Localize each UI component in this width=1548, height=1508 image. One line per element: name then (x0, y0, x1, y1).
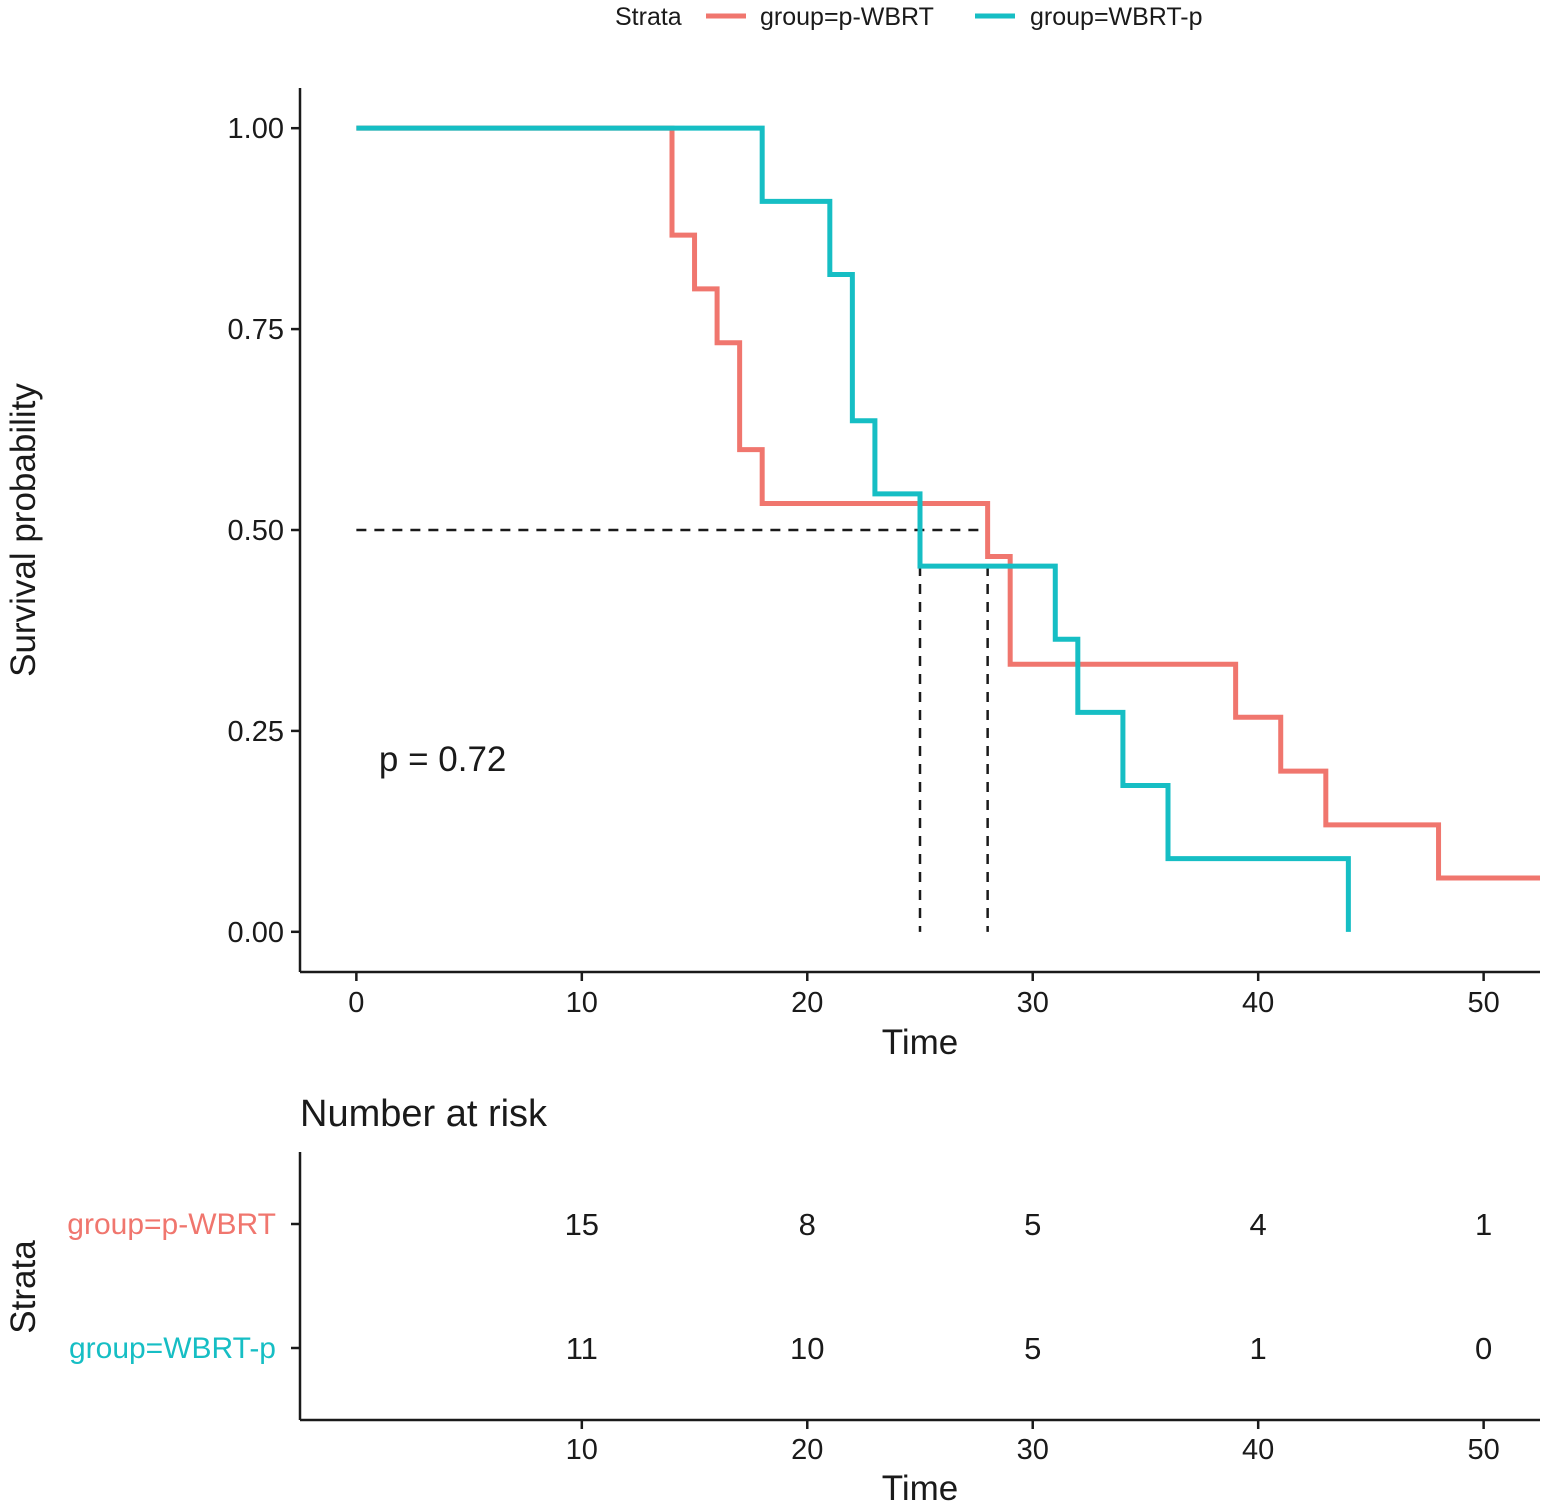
risk-cell: 8 (799, 1207, 816, 1242)
risk-x-tick-label: 20 (791, 1434, 823, 1466)
risk-cell: 10 (790, 1331, 824, 1366)
risk-cell: 5 (1024, 1331, 1041, 1366)
x-tick-label: 40 (1242, 987, 1274, 1019)
risk-cell: 1 (1475, 1207, 1492, 1242)
x-axis-title: Time (882, 1023, 958, 1062)
x-tick-label: 50 (1468, 987, 1500, 1019)
risk-y-axis-title: Strata (4, 1240, 43, 1334)
legend-title: Strata (615, 3, 682, 31)
risk-cell: 0 (1475, 1331, 1492, 1366)
survival-curve-p-wbrt (356, 125, 1540, 881)
risk-x-tick-label: 40 (1242, 1434, 1274, 1466)
x-tick-label: 10 (566, 987, 598, 1019)
risk-x-tick-label: 30 (1017, 1434, 1049, 1466)
y-tick-label: 1.00 (228, 113, 284, 145)
y-tick-label: 0.25 (228, 716, 284, 748)
p-value-annotation: p = 0.72 (379, 740, 506, 779)
risk-table-title: Number at risk (300, 1093, 548, 1135)
risk-x-axis-title: Time (882, 1469, 958, 1508)
legend: Strata group=p-WBRT group=WBRT-p (615, 3, 1203, 31)
x-tick-label: 20 (791, 987, 823, 1019)
x-tick-label: 30 (1017, 987, 1049, 1019)
median-lines (356, 528, 989, 932)
risk-x-ticks: 10 20 30 40 50 (566, 1420, 1500, 1466)
x-ticks: 0 10 20 30 40 50 (348, 972, 1500, 1019)
risk-cell: 5 (1024, 1207, 1041, 1242)
y-axis-title: Survival probability (4, 383, 43, 677)
risk-x-tick-label: 10 (566, 1434, 598, 1466)
risk-cell: 11 (566, 1331, 598, 1366)
risk-cell: 1 (1250, 1331, 1267, 1366)
legend-entry-wbrt-p: group=WBRT-p (1030, 3, 1203, 31)
risk-row-label-p-wbrt: group=p-WBRT (67, 1208, 276, 1241)
y-tick-label: 0.50 (228, 515, 284, 547)
risk-table: Number at risk group=p-WBRT 15 8 5 4 1group=W… (4, 1093, 1540, 1508)
risk-cell: 4 (1250, 1207, 1267, 1242)
y-ticks: 0.00 0.25 0.50 0.75 1.00 (228, 113, 300, 949)
risk-row-label-wbrt-p: group=WBRT-p (69, 1332, 276, 1365)
survival-curves (356, 125, 1540, 932)
x-tick-label: 0 (348, 987, 364, 1019)
y-tick-label: 0.00 (228, 917, 284, 949)
legend-entry-p-wbrt: group=p-WBRT (760, 3, 934, 31)
survival-plot: 0.00 0.25 0.50 0.75 1.00 0 10 20 30 40 50 p = 0.7… (4, 88, 1540, 1062)
risk-cell: 15 (565, 1207, 599, 1242)
survival-curve-wbrt-p (356, 125, 1351, 932)
y-tick-label: 0.75 (228, 314, 284, 346)
risk-x-tick-label: 50 (1468, 1434, 1500, 1466)
